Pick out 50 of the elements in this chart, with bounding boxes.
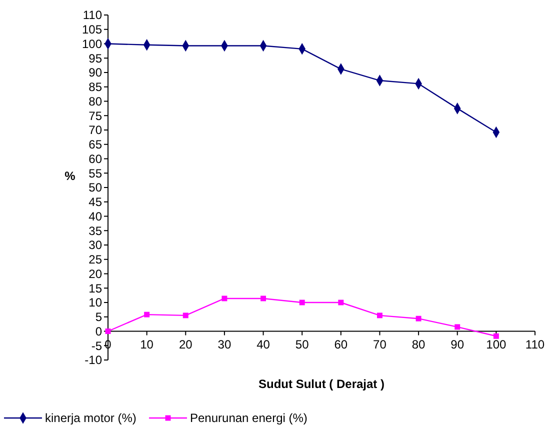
x-tick-label: 60 (334, 337, 348, 352)
x-tick-label: 80 (412, 337, 426, 352)
point (493, 333, 499, 339)
y-tick-label: 15 (88, 281, 102, 296)
point (416, 316, 422, 322)
point (144, 312, 150, 318)
x-tick-label: 70 (373, 337, 387, 352)
x-tick-label: 100 (486, 337, 507, 352)
y-tick-label: 80 (88, 94, 102, 108)
y-tick-label: 50 (88, 180, 102, 195)
y-tick-label: 110 (82, 8, 102, 22)
point (338, 300, 344, 306)
y-tick-label: 25 (88, 252, 102, 267)
y-tick-label: 75 (88, 108, 102, 123)
y-tick-label: 95 (88, 51, 102, 66)
y-tick-label: 35 (88, 224, 102, 238)
y-tick-label: -10 (84, 353, 102, 368)
y-tick-label: 70 (88, 123, 102, 138)
x-tick-label: 30 (218, 337, 232, 352)
y-tick-label: 45 (88, 195, 102, 210)
x-tick-label: 50 (295, 337, 310, 352)
x-tick-label: 20 (178, 337, 193, 352)
y-tick-label: -5 (91, 338, 102, 353)
y-tick-label: 0 (95, 324, 102, 338)
point (222, 296, 228, 302)
y-tick-label: 55 (88, 166, 102, 180)
y-tick-label: 40 (88, 209, 102, 224)
point (454, 324, 460, 330)
x-tick-label: 10 (140, 337, 154, 352)
y-tick-label: 100 (82, 36, 102, 51)
y-tick-label: 5 (95, 310, 102, 324)
legend-label: kinerja motor (%) (45, 411, 136, 426)
y-tick-label: 60 (88, 152, 102, 166)
point (182, 312, 188, 318)
y-tick-label: 85 (88, 80, 102, 94)
point (376, 312, 382, 318)
y-tick-label: 65 (88, 138, 102, 152)
y-axis-title: % (64, 169, 76, 183)
y-tick-label: 105 (82, 22, 102, 37)
x-tick-label: 110 (525, 337, 545, 352)
legend-label: Penurunan energi (%) (190, 411, 308, 426)
x-axis-title: Sudut Sulut ( Derajat ) (258, 377, 385, 391)
x-tick-label: 40 (256, 337, 270, 352)
point (299, 300, 305, 306)
y-tick-label: 90 (88, 66, 102, 80)
x-tick-label: 90 (450, 337, 464, 352)
point (260, 296, 266, 302)
y-tick-label: 20 (88, 266, 102, 281)
y-tick-label: 30 (88, 238, 102, 252)
y-tick-label: 10 (88, 296, 102, 310)
